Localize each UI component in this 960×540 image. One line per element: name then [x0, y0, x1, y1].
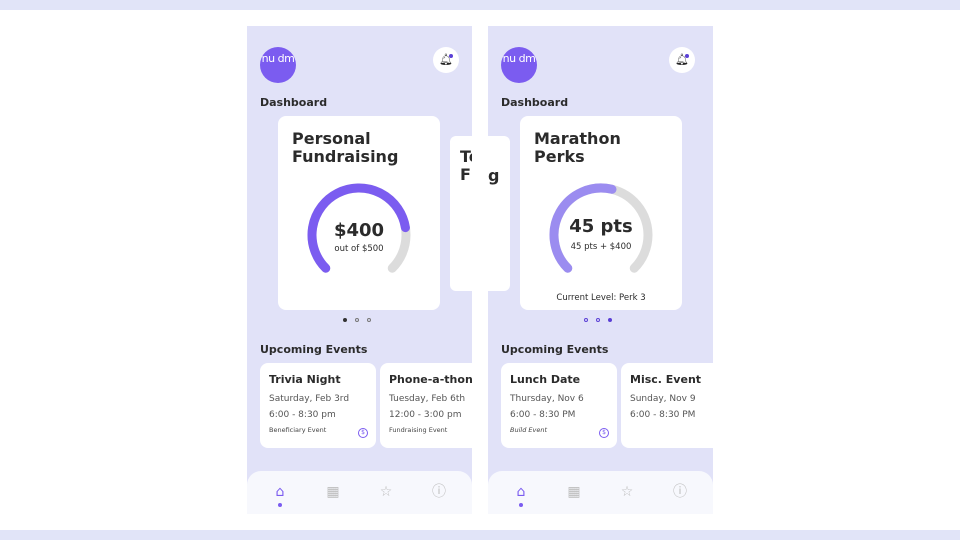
event-date: Saturday, Feb 3rd: [269, 394, 350, 404]
event-name: Trivia Night: [269, 373, 341, 386]
event-time: 6:00 - 8:30 pm: [269, 410, 336, 420]
gauge-progress: [307, 183, 410, 273]
event-category: Beneficiary Event: [269, 426, 327, 434]
notification-bell-icon[interactable]: 🔔︎: [669, 47, 695, 73]
event-date: Tuesday, Feb 6th: [389, 394, 466, 404]
section-title: Upcoming Events: [260, 343, 368, 356]
top-band: [0, 0, 960, 10]
event-card[interactable]: Trivia Night Saturday, Feb 3rd 6:00 - 8:…: [260, 363, 376, 448]
carousel-dots[interactable]: [584, 318, 612, 322]
screen-gap: [472, 26, 488, 514]
info-icon[interactable]: ⓘ: [432, 484, 446, 500]
progress-gauge: [549, 183, 653, 273]
home-icon[interactable]: ⌂: [516, 484, 526, 500]
peek-title: TeF: [460, 148, 472, 184]
calendar-icon[interactable]: ▦: [567, 484, 581, 500]
page-title: Dashboard: [501, 96, 569, 109]
info-icon[interactable]: ⓘ: [673, 484, 687, 500]
bottom-band: [0, 530, 960, 540]
bottom-nav: ⌂ ▦ ☆ ⓘ: [247, 471, 472, 514]
event-time: 6:00 - 8:30 PM: [510, 410, 576, 420]
home-icon[interactable]: ⌂: [275, 484, 285, 500]
event-name: Lunch Date: [510, 373, 581, 386]
event-date: Thursday, Nov 6: [510, 394, 584, 404]
star-icon[interactable]: ☆: [620, 484, 634, 500]
dashboard-card[interactable]: Personal Fundraising $400 out of $500: [278, 116, 440, 310]
phone-screen: nu dm 🔔︎ Dashboard Marathon Perks 45 pts…: [488, 26, 713, 514]
event-time: 6:00 - 8:30 PM: [630, 410, 696, 420]
notification-bell-icon[interactable]: 🔔︎: [433, 47, 459, 73]
gauge-progress: [549, 183, 617, 273]
bottom-nav: ⌂ ▦ ☆ ⓘ: [488, 471, 713, 514]
gauge-subtext: out of $500: [334, 244, 384, 254]
event-category: Build Event: [510, 426, 548, 434]
app-logo: nu dm: [260, 47, 296, 83]
active-indicator: [519, 503, 523, 507]
page-title: Dashboard: [260, 96, 328, 109]
peek-fragment: g: [488, 166, 500, 185]
event-card[interactable]: Lunch Date Thursday, Nov 6 6:00 - 8:30 P…: [501, 363, 617, 448]
card-title: Personal Fundraising: [292, 129, 399, 166]
event-time: 12:00 - 3:00 pm: [389, 410, 462, 420]
section-title: Upcoming Events: [501, 343, 609, 356]
event-card[interactable]: Phone-a-thon Tuesday, Feb 6th 12:00 - 3:…: [380, 363, 472, 448]
active-indicator: [278, 503, 282, 507]
dollar-icon: $: [358, 428, 368, 438]
event-name: Misc. Event: [630, 373, 702, 386]
calendar-icon[interactable]: ▦: [326, 484, 340, 500]
progress-gauge: [307, 183, 411, 273]
gauge-value: 45 pts: [569, 216, 633, 237]
event-name: Phone-a-thon: [389, 373, 472, 386]
gauge-subtext: 45 pts + $400: [570, 242, 632, 252]
gauge-value: $400: [333, 220, 385, 241]
carousel-dots[interactable]: [343, 318, 371, 322]
star-icon[interactable]: ☆: [379, 484, 393, 500]
card-title: Marathon Perks: [534, 129, 621, 166]
event-date: Sunday, Nov 9: [630, 394, 696, 404]
event-card[interactable]: Misc. Event Sunday, Nov 9 6:00 - 8:30 PM: [621, 363, 713, 448]
dollar-icon: $: [599, 428, 609, 438]
event-category: Fundraising Event: [389, 426, 448, 434]
phone-screen: nu dm 🔔︎ Dashboard Personal Fundraising …: [247, 26, 472, 514]
app-logo: nu dm: [501, 47, 537, 83]
current-level: Current Level: Perk 3: [556, 293, 646, 303]
dashboard-card[interactable]: Marathon Perks 45 pts 45 pts + $400 Curr…: [520, 116, 682, 310]
